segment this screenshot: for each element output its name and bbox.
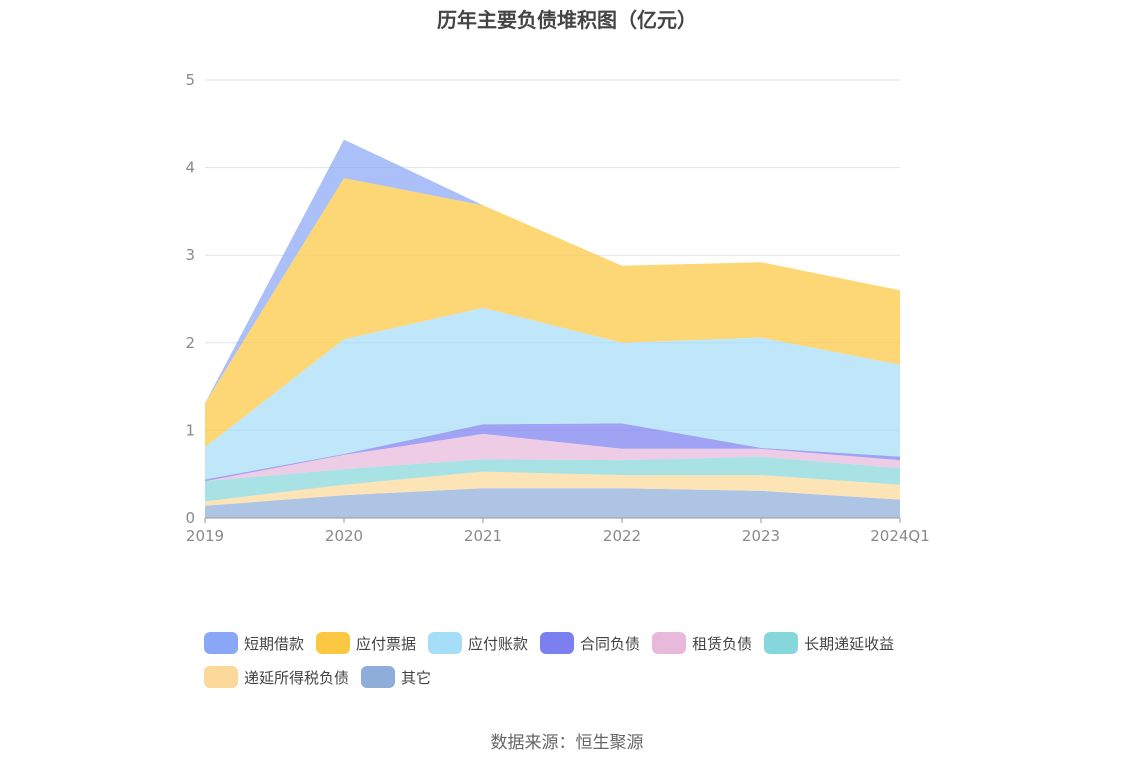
legend-swatch: [652, 632, 687, 654]
legend-swatch: [204, 632, 238, 654]
area-series-6: [205, 178, 900, 448]
area-series-2: [205, 456, 900, 502]
legend-item[interactable]: 应付票据: [316, 630, 416, 656]
x-tick-label: 2022: [603, 527, 641, 545]
y-tick-label: 0: [185, 509, 195, 527]
legend-label: 合同负债: [580, 634, 641, 653]
legend-item[interactable]: 其它: [361, 664, 431, 690]
y-tick-label: 1: [185, 421, 195, 439]
area-series: [205, 139, 900, 518]
x-tick-label: 2020: [325, 527, 363, 545]
legend-item[interactable]: 长期递延收益: [764, 630, 894, 656]
axes: 0 1 2 3 4 5 2019 2020 2021 2022 2023 2024Q1: [185, 71, 929, 545]
legend-label: 应付票据: [356, 634, 417, 653]
legend-label: 长期递延收益: [804, 634, 895, 653]
legend: 短期借款 应付票据 应付账款 合同负债 租赁负债 长期递延收益递延所得税负债 其它: [204, 630, 964, 698]
legend-swatch: [361, 666, 396, 688]
legend-item[interactable]: 递延所得税负债: [204, 664, 349, 690]
legend-swatch: [428, 632, 463, 654]
x-tick-label: 2019: [186, 527, 224, 545]
area-series-3: [205, 433, 900, 482]
area-series-0: [205, 488, 900, 518]
data-source: 数据来源：恒生聚源: [490, 733, 644, 753]
chart-title: 历年主要负债堆积图（亿元）: [437, 8, 697, 32]
y-tick-label: 4: [185, 159, 195, 177]
y-tick-label: 5: [185, 71, 195, 89]
area-series-1: [205, 471, 900, 506]
legend-item[interactable]: 应付账款: [428, 630, 528, 656]
x-tick-label: 2021: [464, 527, 502, 545]
legend-label: 短期借款: [244, 634, 305, 653]
legend-swatch: [540, 632, 575, 654]
legend-label: 应付账款: [468, 634, 529, 653]
x-tick-label: 2023: [742, 527, 780, 545]
legend-item[interactable]: 租赁负债: [652, 630, 752, 656]
area-series-5: [205, 307, 900, 480]
legend-swatch: [204, 666, 238, 688]
legend-swatch: [764, 632, 799, 654]
legend-label: 递延所得税负债: [244, 668, 350, 687]
area-series-4: [205, 423, 900, 482]
legend-item[interactable]: 合同负债: [540, 630, 640, 656]
legend-item[interactable]: 短期借款: [204, 630, 304, 656]
legend-label: 其它: [401, 668, 432, 687]
y-tick-label: 2: [185, 334, 195, 352]
legend-label: 租赁负债: [692, 634, 753, 653]
x-tick-label: 2024Q1: [870, 527, 930, 545]
legend-swatch: [316, 632, 351, 654]
y-tick-label: 3: [185, 246, 195, 264]
